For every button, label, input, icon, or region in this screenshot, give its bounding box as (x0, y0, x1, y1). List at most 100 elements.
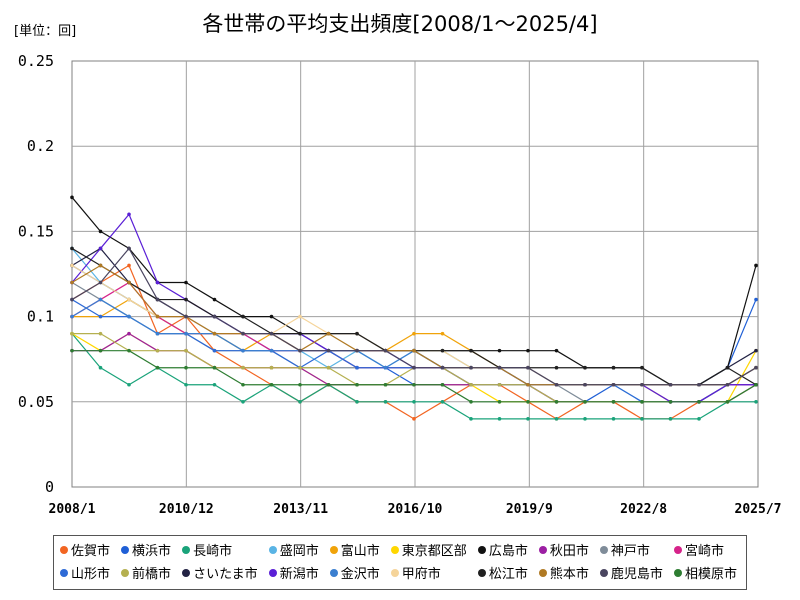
data-point (583, 400, 587, 404)
legend-item: 鹿児島市 (599, 563, 672, 582)
data-point (469, 365, 473, 370)
data-point (754, 297, 758, 302)
data-point (70, 263, 74, 268)
data-point (526, 400, 530, 404)
data-point (241, 314, 245, 319)
x-tick-label: 2019/9 (506, 502, 553, 517)
legend-marker-icon (121, 568, 130, 577)
data-point (640, 417, 644, 421)
legend-marker-icon (121, 545, 130, 554)
data-point (697, 382, 701, 387)
legend-label: 金沢市 (340, 567, 380, 582)
y-tick-label: 0.15 (18, 222, 54, 240)
data-point (697, 400, 701, 404)
data-point (269, 382, 274, 387)
data-point (212, 365, 217, 370)
x-tick-label: 2022/8 (620, 502, 667, 517)
data-point (668, 417, 673, 421)
data-point (98, 229, 103, 234)
data-point (440, 331, 445, 336)
legend-item: 広島市 (477, 540, 537, 559)
data-point (611, 365, 616, 370)
legend-label: 横浜市 (132, 544, 172, 559)
x-tick-label: 2025/7 (735, 502, 782, 517)
data-point (754, 382, 758, 387)
legend-item: 金沢市 (329, 563, 389, 582)
data-point (155, 348, 160, 353)
data-point (725, 382, 730, 387)
legend-label: 長崎市 (193, 544, 233, 559)
data-point (640, 400, 644, 404)
data-point (383, 382, 388, 387)
data-point (526, 348, 530, 353)
data-point (241, 365, 245, 370)
data-point (98, 263, 103, 268)
data-point (241, 331, 245, 336)
data-point (184, 348, 188, 353)
data-point (127, 348, 131, 353)
legend-item: 甲府市 (390, 563, 476, 582)
data-point (412, 348, 416, 353)
legend-label: さいたま市 (193, 567, 258, 582)
data-point (298, 365, 302, 370)
data-point (526, 365, 530, 370)
data-point (497, 348, 502, 353)
data-point (155, 280, 160, 285)
data-point (754, 263, 758, 268)
data-point (326, 348, 331, 353)
legend-marker-icon (538, 568, 547, 577)
data-point (611, 382, 616, 387)
data-point (212, 382, 217, 387)
data-point (497, 365, 502, 370)
legend-label: 山形市 (71, 567, 111, 582)
y-tick-label: 0.2 (27, 137, 54, 155)
data-point (440, 365, 445, 370)
data-point (469, 417, 473, 421)
data-point (383, 400, 388, 404)
data-point (668, 382, 673, 387)
data-point (640, 365, 644, 370)
legend-item: 長崎市 (182, 540, 267, 559)
data-point (212, 297, 217, 302)
data-point (355, 365, 359, 370)
data-point (526, 417, 530, 421)
data-point (440, 400, 445, 404)
legend-marker-icon (182, 568, 191, 577)
data-point (469, 348, 473, 353)
legend-marker-icon (673, 545, 682, 554)
legend-item: 横浜市 (121, 540, 180, 559)
data-point (127, 297, 131, 302)
chart-title: 各世帯の平均支出頻度[2008/1～2025/4] (202, 12, 598, 36)
legend-marker-icon (268, 545, 277, 554)
legend-item: 熊本市 (538, 563, 598, 582)
legend-marker-icon (477, 545, 486, 554)
data-point (70, 348, 74, 353)
legend-marker-icon (329, 545, 338, 554)
legend-marker-icon (599, 568, 608, 577)
data-point (184, 314, 188, 319)
y-tick-label: 0.05 (18, 393, 54, 411)
data-point (127, 382, 131, 387)
legend-marker-icon (60, 545, 68, 554)
legend-label: 前橋市 (132, 567, 172, 582)
data-point (127, 246, 131, 251)
series-20 (70, 348, 758, 404)
legend-label: 相模原市 (684, 567, 737, 582)
legend-label: 佐賀市 (71, 544, 111, 559)
legend-item: 新潟市 (268, 563, 328, 582)
data-point (184, 382, 188, 387)
legend-marker-icon (60, 568, 68, 577)
series-19 (70, 246, 758, 387)
legend-item: さいたま市 (182, 563, 267, 582)
data-point (184, 280, 188, 285)
x-axis-ticks: 2008/1 2010/12 2013/11 2016/10 2019/9 2022/8 2… (49, 502, 782, 517)
data-point (412, 400, 416, 404)
data-point (269, 348, 274, 353)
data-point (440, 348, 445, 353)
legend-label: 甲府市 (401, 567, 441, 582)
data-point (725, 365, 730, 370)
data-point (184, 365, 188, 370)
data-point (497, 382, 502, 387)
legend-item: 神戸市 (599, 540, 672, 559)
data-point (326, 365, 331, 370)
